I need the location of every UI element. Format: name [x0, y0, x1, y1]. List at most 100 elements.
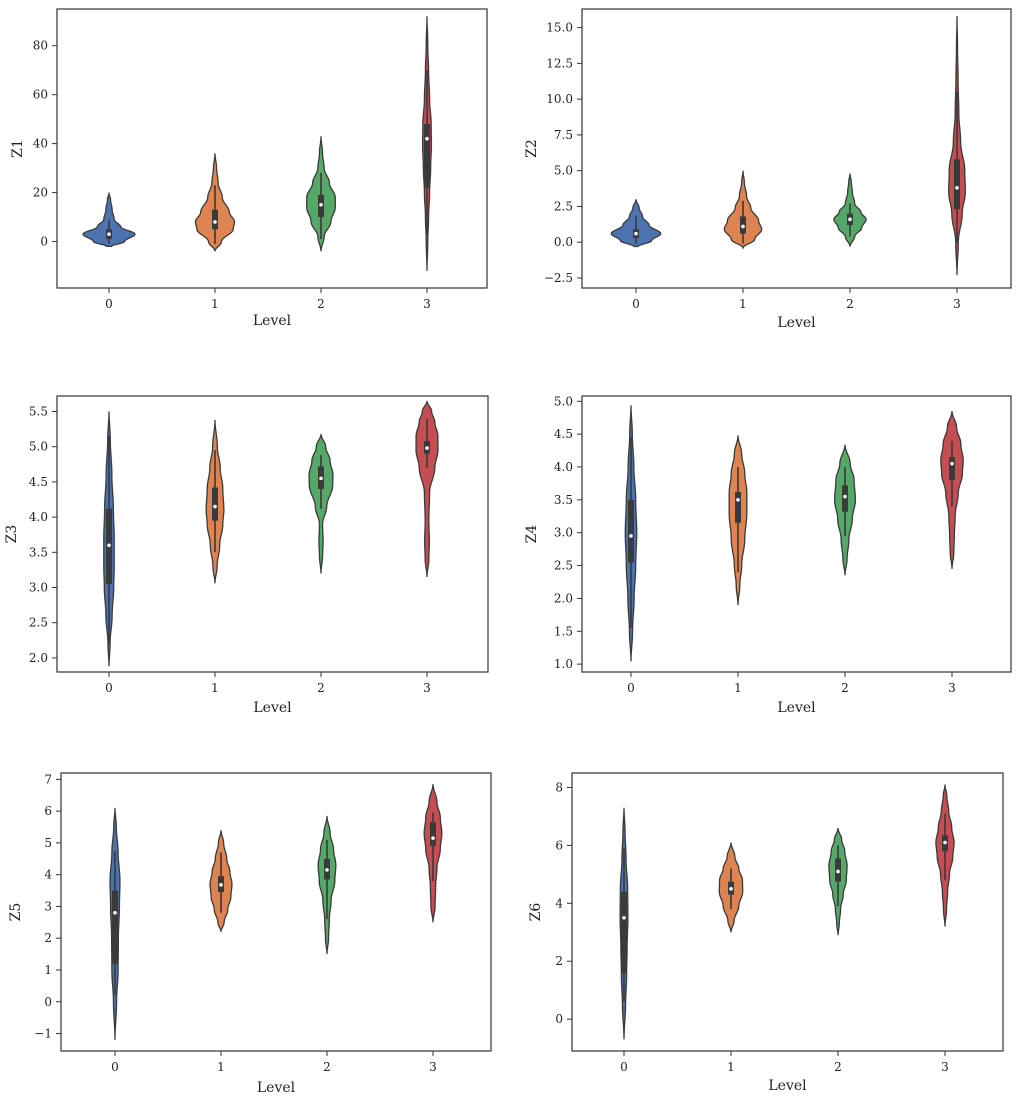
x-tick-label: 3 — [953, 297, 961, 311]
y-tick-label: 6 — [555, 838, 563, 852]
y-tick-label: 2 — [44, 931, 52, 945]
y-tick-label: 12.5 — [546, 56, 573, 70]
y-axis-label: Z4 — [524, 525, 540, 544]
y-tick-label: 4 — [555, 896, 563, 910]
y-tick-label: 40 — [33, 137, 48, 151]
x-tick-label: 1 — [211, 297, 219, 311]
violin-median-dot — [213, 220, 217, 224]
y-axis-label: Z5 — [8, 903, 24, 922]
y-tick-label: 15.0 — [546, 21, 573, 35]
x-tick-label: 0 — [105, 681, 113, 695]
violin-median-dot — [107, 543, 111, 548]
x-tick-label: 0 — [620, 1060, 628, 1074]
violin-median-dot — [319, 476, 323, 481]
violin-median-dot — [741, 224, 745, 229]
y-tick-label: 3 — [44, 899, 52, 913]
y-tick-label: 6 — [44, 804, 52, 818]
violin-median-dot — [319, 202, 323, 207]
y-tick-label: −2.5 — [544, 271, 573, 285]
x-tick-label: 3 — [429, 1060, 437, 1074]
y-axis-label: Z1 — [10, 139, 26, 158]
x-axis-label: Level — [777, 700, 816, 716]
subplot-z3: 2.0 2.5 3.0 3.5 4.0 4.5 5.0 5.5 0 1 2 3 Z3 Level — [4, 395, 489, 716]
y-tick-label: 3.5 — [29, 545, 48, 559]
violin-median-dot — [213, 504, 217, 509]
subplot-z1: 0 20 40 60 80 0 1 2 3 Z1 Level — [10, 8, 488, 329]
y-tick-label: 3.0 — [29, 581, 48, 595]
y-tick-label: 0.0 — [554, 235, 573, 249]
x-tick-label: 2 — [317, 681, 325, 695]
violin-median-dot — [836, 869, 840, 874]
axes-frame — [60, 772, 492, 1052]
x-tick-label: 3 — [423, 297, 431, 311]
violin-body-level-0 — [82, 192, 136, 248]
y-tick-label: 0 — [555, 1012, 563, 1026]
y-tick-label: 8 — [555, 780, 563, 794]
y-tick-label: 5.5 — [29, 404, 48, 418]
x-tick-label: 1 — [211, 681, 219, 695]
y-axis-label: Z2 — [524, 139, 540, 158]
violin-median-dot — [848, 217, 852, 222]
y-tick-label: 4.5 — [554, 427, 573, 441]
x-tick-label: 2 — [846, 297, 854, 311]
violin-median-dot — [943, 840, 947, 845]
violin-iqr-box — [212, 209, 218, 230]
x-tick-label: 2 — [317, 297, 325, 311]
violin-median-dot — [736, 498, 740, 502]
violin-median-dot — [425, 136, 429, 141]
x-tick-label: 2 — [323, 1060, 331, 1074]
x-tick-label: 0 — [111, 1060, 119, 1074]
violin-iqr-box — [212, 487, 218, 521]
violin-median-dot — [843, 494, 847, 499]
y-tick-label: 3.5 — [554, 493, 573, 507]
y-tick-label: 2.5 — [554, 559, 573, 573]
x-tick-label: 0 — [627, 681, 635, 695]
violin-median-dot — [729, 887, 733, 891]
y-tick-label: 7.5 — [554, 128, 573, 142]
subplot-z6: 0 2 4 6 8 0 1 2 3 Z6 Level — [528, 772, 1004, 1094]
y-tick-label: 0 — [44, 995, 52, 1009]
x-tick-label: 0 — [632, 297, 640, 311]
axes-frame — [581, 395, 1012, 673]
y-tick-label: 1 — [44, 963, 52, 977]
x-axis-label: Level — [777, 315, 816, 331]
y-tick-label: 3.0 — [554, 526, 573, 540]
violin-median-dot — [425, 446, 429, 450]
y-tick-label: 4.5 — [29, 475, 48, 489]
violin-iqr-box — [954, 159, 960, 210]
x-tick-label: 3 — [423, 681, 431, 695]
x-tick-label: 3 — [948, 681, 956, 695]
x-tick-label: 1 — [734, 681, 742, 695]
x-tick-label: 1 — [727, 1060, 735, 1074]
y-tick-label: 4 — [44, 868, 52, 882]
axes-frame — [571, 772, 1004, 1052]
x-tick-label: 3 — [941, 1060, 949, 1074]
axes-frame — [581, 8, 1012, 289]
violin-iqr-box — [424, 124, 430, 188]
x-tick-label: 2 — [834, 1060, 842, 1074]
y-tick-label: 10.0 — [546, 92, 573, 106]
y-tick-label: 2 — [555, 954, 563, 968]
y-tick-label: 60 — [33, 88, 48, 102]
violin-iqr-box — [628, 499, 634, 563]
x-tick-label: 1 — [217, 1060, 225, 1074]
violin-iqr-box — [430, 822, 436, 847]
y-tick-label: 2.5 — [29, 616, 48, 630]
violin-iqr-box — [112, 890, 118, 964]
violin-median-dot — [622, 915, 626, 920]
y-tick-label: 4.0 — [554, 460, 573, 474]
y-tick-label: 1.5 — [554, 624, 573, 638]
violin-iqr-box — [949, 457, 955, 481]
y-tick-label: 2.0 — [554, 591, 573, 605]
y-tick-label: −1 — [34, 1027, 52, 1041]
violin-median-dot — [107, 232, 111, 236]
violin-median-dot — [219, 883, 223, 887]
x-tick-label: 2 — [841, 681, 849, 695]
violin-median-dot — [634, 231, 638, 236]
y-tick-label: 5.0 — [554, 164, 573, 178]
x-axis-label: Level — [253, 700, 292, 716]
y-tick-label: 5 — [44, 836, 52, 850]
y-tick-label: 0 — [40, 235, 48, 249]
axes-frame — [56, 395, 489, 673]
violin-iqr-box — [735, 491, 741, 523]
